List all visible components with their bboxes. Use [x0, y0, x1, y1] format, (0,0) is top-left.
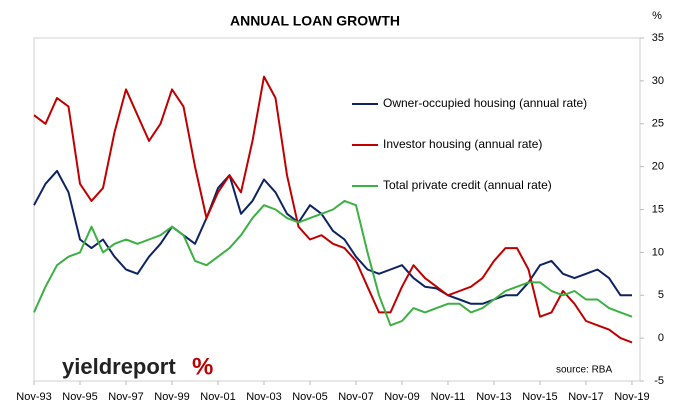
x-tick-label: Nov-11 [431, 391, 466, 403]
x-tick-label: Nov-97 [108, 391, 143, 403]
y-tick-label: 35 [652, 32, 664, 44]
x-tick-label: Nov-01 [200, 391, 235, 403]
series-line [33, 199, 633, 327]
x-tick-label: Nov-17 [568, 391, 603, 403]
y-tick-label: 15 [652, 203, 664, 215]
y-tick-label: 10 [652, 246, 664, 258]
y-unit: % [652, 10, 662, 22]
chart-title: ANNUAL LOAN GROWTH [230, 13, 400, 29]
y-tick-label: 25 [652, 118, 664, 130]
x-tick-label: Nov-15 [522, 391, 557, 403]
x-tick-label: Nov-03 [246, 391, 281, 403]
series-line [33, 169, 632, 305]
x-tick-label: Nov-99 [154, 391, 189, 403]
y-tick-label: 30 [652, 75, 664, 87]
y-tick-label: 20 [652, 161, 664, 173]
source: source: RBA [556, 365, 612, 376]
logo-text: yieldreport [62, 354, 176, 379]
legend-label: Investor housing (annual rate) [383, 137, 542, 151]
legend-label: Total private credit (annual rate) [383, 178, 552, 192]
x-tick-label: Nov-07 [338, 391, 373, 403]
y-tick-label: -5 [654, 375, 664, 387]
x-tick-label: Nov-13 [476, 391, 511, 403]
plot-frame [33, 37, 641, 382]
logo-symbol: % [192, 353, 213, 380]
series-line [33, 75, 633, 344]
x-tick-label: Nov-95 [62, 391, 97, 403]
x-tick-label: Nov-93 [16, 391, 51, 403]
x-tick-label: Nov-19 [614, 391, 649, 403]
legend-label: Owner-occupied housing (annual rate) [383, 96, 587, 110]
y-tick-label: 5 [658, 289, 664, 301]
y-tick-label: 0 [658, 332, 664, 344]
x-tick-label: Nov-09 [384, 391, 419, 403]
x-tick-label: Nov-05 [292, 391, 327, 403]
